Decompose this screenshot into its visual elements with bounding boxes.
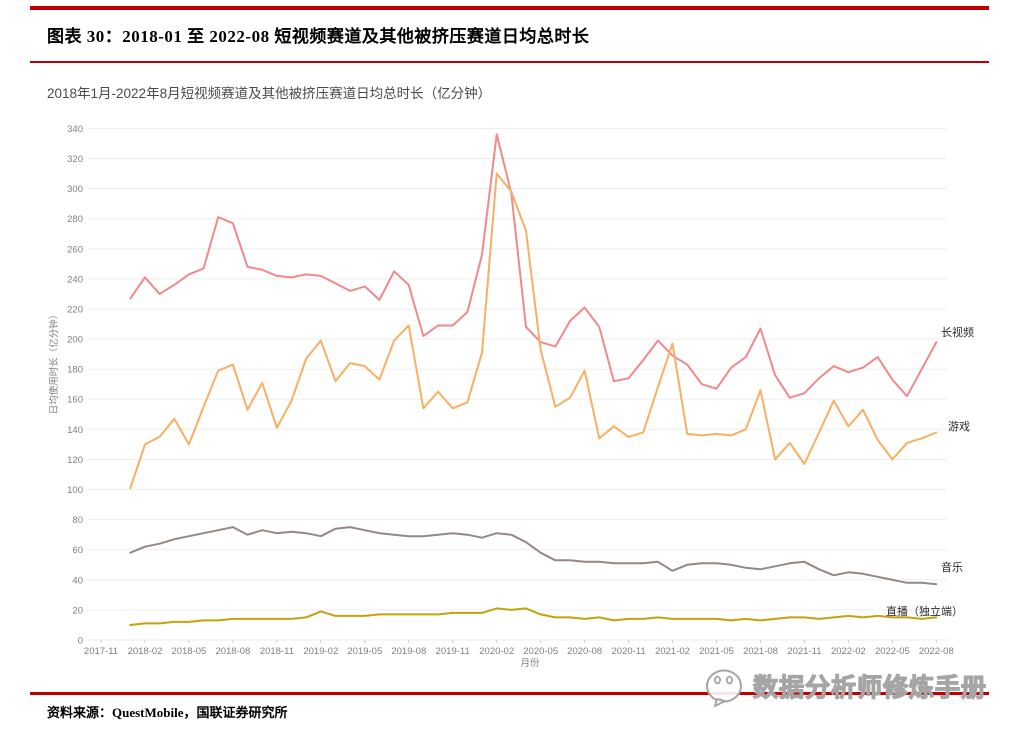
series-label-1: 长视频 [941,325,974,339]
x-tick-label: 2019-05 [347,646,382,657]
y-tick-label: 80 [72,515,83,526]
x-tick-label: 2018-05 [171,646,206,657]
y-tick-label: 120 [67,455,83,466]
chart-title: 2018年1月-2022年8月短视频赛道及其他被挤压赛道日均总时长（亿分钟） [47,86,492,101]
x-tick-label: 2018-02 [128,646,163,657]
x-axis-title: 月份 [520,657,540,669]
y-tick-label: 240 [67,274,83,285]
series-line-3 [129,526,938,586]
y-tick-label: 340 [67,124,83,135]
y-tick-label: 220 [67,305,83,316]
x-tick-label: 2019-08 [391,646,426,657]
y-tick-label: 40 [72,575,83,586]
figure-title: 图表 30：2018-01 至 2022-08 短视频赛道及其他被挤压赛道日均总… [47,27,590,46]
x-tick-label: 2019-11 [436,646,470,657]
y-tick-label: 160 [67,395,83,406]
series-label-3: 音乐 [941,560,963,574]
watermark: 数据分析师修炼手册 [703,662,1015,710]
x-tick-label: 2018-08 [215,646,250,657]
top-divider [30,6,989,10]
y-axis-title: 日均使用时长（亿分钟） [48,310,60,415]
wechat-face-icon [706,669,742,707]
y-tick-label: 260 [67,244,83,255]
x-tick-label: 2017-11 [84,646,118,657]
series-line-4 [129,607,938,626]
x-tick-label: 2021-05 [699,646,734,657]
series-line-1 [129,133,938,399]
y-tick-label: 60 [72,545,83,556]
y-tick-label: 20 [72,605,83,616]
y-tick-label: 140 [67,425,83,436]
watermark-text: 数据分析师修炼手册 [752,673,988,702]
y-tick-label: 320 [67,154,83,165]
y-tick-label: 280 [67,214,83,225]
x-tick-label: 2022-05 [875,646,910,657]
x-tick-label: 2020-05 [523,646,558,657]
series-label-2: 游戏 [948,420,970,433]
y-tick-label: 0 [78,636,83,647]
series-line-2 [129,172,938,489]
x-tick-label: 2021-02 [655,646,690,657]
x-tick-label: 2021-08 [743,646,778,657]
series-label-4: 直播（独立端） [886,604,963,618]
x-tick-label: 2022-08 [919,646,954,657]
x-tick-label: 2020-08 [567,646,602,657]
y-tick-label: 100 [67,485,83,496]
header-divider [30,61,989,63]
x-tick-label: 2020-11 [612,646,646,657]
x-tick-label: 2020-02 [479,646,514,657]
x-tick-label: 2021-11 [787,646,821,657]
x-tick-label: 2022-02 [831,646,866,657]
source-note: 资料来源：QuestMobile，国联证券研究所 [47,705,288,720]
x-tick-label: 2018-11 [260,646,294,657]
y-tick-label: 180 [67,365,83,376]
y-tick-label: 200 [67,335,83,346]
x-tick-label: 2019-02 [303,646,338,657]
y-tick-label: 300 [67,184,83,195]
footer-divider [30,692,989,695]
